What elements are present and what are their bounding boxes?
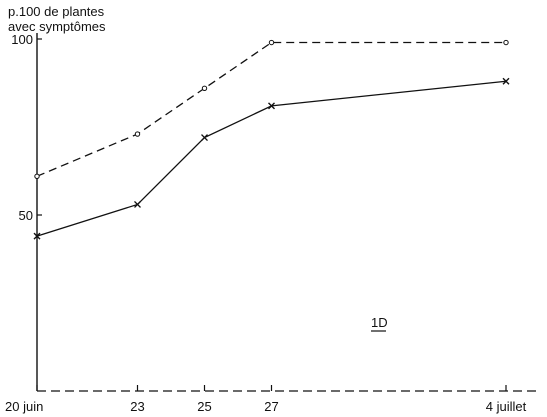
- series-2: [33, 77, 510, 240]
- data-point-circle: [201, 85, 208, 91]
- data-point-circle: [503, 39, 509, 46]
- y-axis-label-line-1: p.100 de plantes: [8, 4, 105, 19]
- data-point-cross: [134, 200, 141, 208]
- panel-label-group: 1D: [371, 315, 388, 332]
- x-tick-label: 20 juin: [5, 399, 43, 414]
- y-axis-label-line-2: avec symptômes: [8, 19, 106, 34]
- x-ticks: 20 juin 23 25 27 4 juillet: [5, 385, 527, 414]
- series-group: [33, 39, 510, 240]
- x-tick-label: 27: [264, 399, 278, 414]
- data-point-cross: [33, 232, 41, 240]
- x-tick-label: 4 juillet: [486, 399, 527, 414]
- series-2-line: [36, 80, 507, 237]
- data-point-cross: [502, 77, 510, 85]
- y-ticks: 50 100: [11, 32, 42, 223]
- axes: [36, 33, 540, 392]
- x-tick-label: 25: [197, 399, 211, 414]
- data-point-cross: [268, 102, 275, 110]
- x-tick-label: 23: [130, 399, 144, 414]
- y-tick-label: 100: [11, 32, 33, 47]
- data-point-circle: [34, 173, 40, 179]
- panel-label: 1D: [371, 315, 388, 330]
- y-tick-label: 50: [19, 208, 33, 223]
- series-1-line: [36, 41, 506, 177]
- data-point-circle: [134, 131, 141, 137]
- data-point-circle: [268, 39, 275, 46]
- data-point-cross: [201, 134, 208, 142]
- series-1: [34, 39, 509, 179]
- y-axis-label: p.100 de plantes avec symptômes: [8, 4, 106, 34]
